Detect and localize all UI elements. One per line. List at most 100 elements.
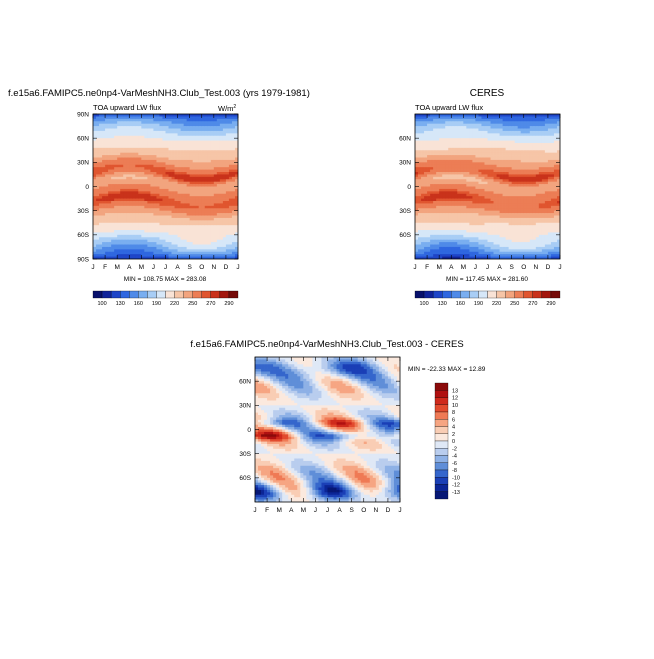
contour-cell [463,247,466,250]
contour-cell [503,160,506,163]
contour-cell [102,121,105,124]
contour-cell [211,131,214,134]
contour-cell [156,187,159,190]
contour-cell [159,182,162,185]
contour-cell [500,240,503,243]
contour-cell [117,206,120,209]
contour-cell [190,119,193,122]
contour-cell [217,167,220,170]
contour-cell [439,201,442,204]
contour-cell [217,143,220,146]
contour-cell [190,240,193,243]
contour-cell [436,223,439,226]
contour-cell [226,155,229,158]
contour-cell [102,206,105,209]
contour-cell [506,254,509,257]
contour-cell [187,121,190,124]
contour-cell [120,177,123,180]
contour-cell [144,220,147,223]
contour-cell [451,167,454,170]
contour-cell [181,114,184,117]
contour-cell [156,167,159,170]
contour-cell [509,119,512,122]
contour-cell [169,172,172,175]
contour-cell [126,213,129,216]
contour-cell [472,194,475,197]
contour-cell [184,141,187,144]
contour-cell [472,131,475,134]
contour-cell [196,211,199,214]
contour-cell [466,179,469,182]
contour-cell [488,254,491,257]
contour-cell [166,249,169,252]
contour-cell [217,228,220,231]
contour-cell [457,228,460,231]
contour-cell [135,220,138,223]
contour-cell [439,126,442,129]
contour-cell [141,126,144,129]
contour-cell [144,155,147,158]
contour-cell [144,165,147,168]
contour-cell [153,158,156,161]
contour-cell [193,220,196,223]
contour-cell [126,143,129,146]
contour-cell [442,116,445,119]
contour-cell [229,160,232,163]
contour-cell [114,199,117,202]
contour-cell [448,225,451,228]
contour-cell [169,136,172,139]
contour-cell [150,177,153,180]
contour-cell [205,187,208,190]
contour-cell [515,177,518,180]
contour-cell [475,179,478,182]
contour-cell [105,228,108,231]
contour-cell [220,116,223,119]
contour-cell [93,162,96,165]
contour-cell [451,116,454,119]
contour-cell [193,218,196,221]
contour-cell [166,220,169,223]
contour-cell [184,129,187,132]
contour-cell [217,182,220,185]
contour-cell [494,153,497,156]
contour-cell [190,203,193,206]
contour-cell [430,179,433,182]
contour-cell [202,191,205,194]
contour-cell [223,216,226,219]
contour-cell [129,213,132,216]
contour-cell [172,150,175,153]
contour-cell [150,191,153,194]
contour-cell [500,216,503,219]
contour-cell [220,245,223,248]
contour-cell [226,201,229,204]
contour-cell [457,218,460,221]
contour-cell [439,133,442,136]
contour-cell [117,150,120,153]
contour-cell [478,133,481,136]
contour-cell [141,133,144,136]
contour-cell [193,223,196,226]
contour-cell [126,206,129,209]
contour-cell [211,230,214,233]
contour-cell [442,124,445,127]
contour-cell [509,158,512,161]
contour-cell [442,211,445,214]
contour-cell [223,189,226,192]
contour-cell [181,254,184,257]
contour-cell [229,213,232,216]
contour-cell [220,216,223,219]
contour-cell [193,119,196,122]
contour-cell [126,247,129,250]
contour-cell [436,237,439,240]
contour-cell [503,136,506,139]
contour-cell [153,119,156,122]
contour-cell [217,232,220,235]
contour-cell [178,252,181,255]
contour-cell [181,237,184,240]
contour-cell [439,249,442,252]
contour-cell [229,252,232,255]
contour-cell [159,196,162,199]
contour-cell [469,133,472,136]
contour-cell [436,252,439,255]
contour-cell [229,126,232,129]
